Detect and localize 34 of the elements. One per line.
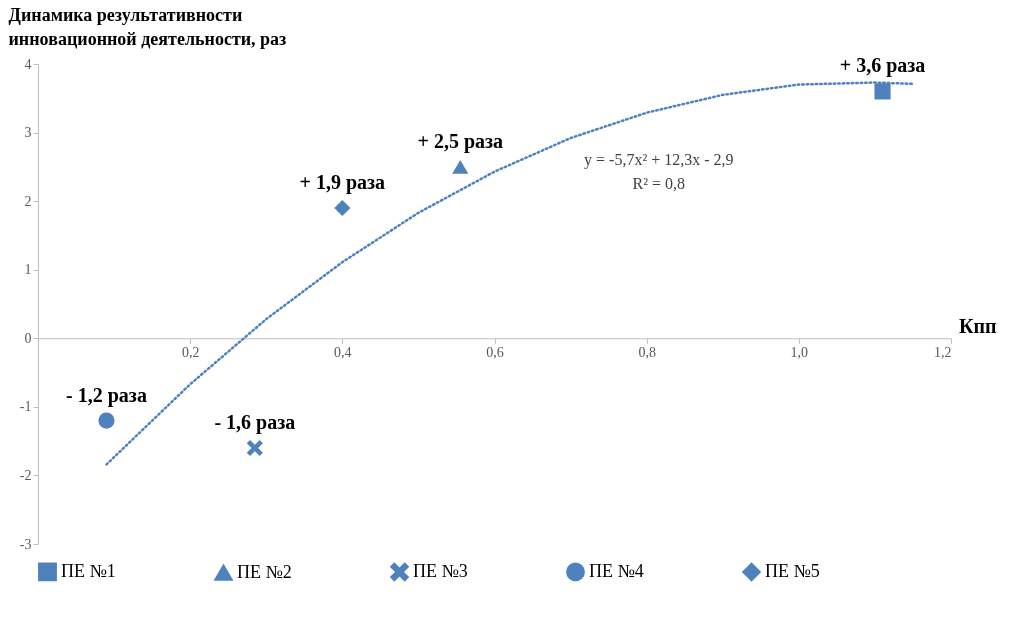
y-axis-title: Динамика результативности инновационной деятельности, раз: [8, 4, 287, 49]
point: [246, 439, 263, 457]
y-tick-label: -1: [19, 399, 32, 415]
x-tick-label: 0,2: [181, 344, 200, 360]
line-series: [105, 81, 915, 466]
data-label: + 3,6 раза: [839, 54, 926, 78]
x-tick-label: 0,6: [486, 344, 504, 360]
legend-label: ПЕ №3: [413, 560, 468, 581]
data-label: + 1,9 раза: [299, 171, 386, 194]
data-label: - 1,6 раза: [214, 411, 296, 434]
legend-label: ПЕ №4: [589, 560, 644, 581]
x-tick-label: 1,2: [934, 344, 952, 360]
legend-label: ПЕ №2: [237, 561, 292, 582]
y-tick-label: -2: [19, 467, 32, 483]
x-tick-label: 1,0: [790, 344, 809, 360]
x-axis-title: Кпп: [958, 314, 997, 337]
point: [334, 199, 351, 217]
legend-label: ПЕ №1: [61, 560, 116, 581]
data-label: - 1,2 раза: [66, 383, 147, 407]
y-tick-label: 3: [24, 125, 32, 141]
point: [452, 159, 469, 174]
annotation: y = -5,7x² + 12,3x - 2,9: [584, 151, 734, 169]
x-tick-label: 0,8: [638, 344, 656, 360]
y-tick-label: -3: [19, 536, 32, 552]
annotation: R² = 0,8: [632, 175, 686, 192]
legend-label: ПЕ №5: [765, 560, 820, 581]
y-tick-label: 4: [24, 56, 32, 72]
y-tick-label: 1: [24, 262, 32, 278]
data-label: + 2,5 раза: [417, 129, 504, 153]
y-tick-label: 2: [24, 193, 32, 209]
point: [98, 412, 115, 429]
x-tick-label: 0,4: [334, 344, 352, 360]
point: [874, 83, 891, 100]
y-tick-label: 0: [24, 330, 32, 346]
